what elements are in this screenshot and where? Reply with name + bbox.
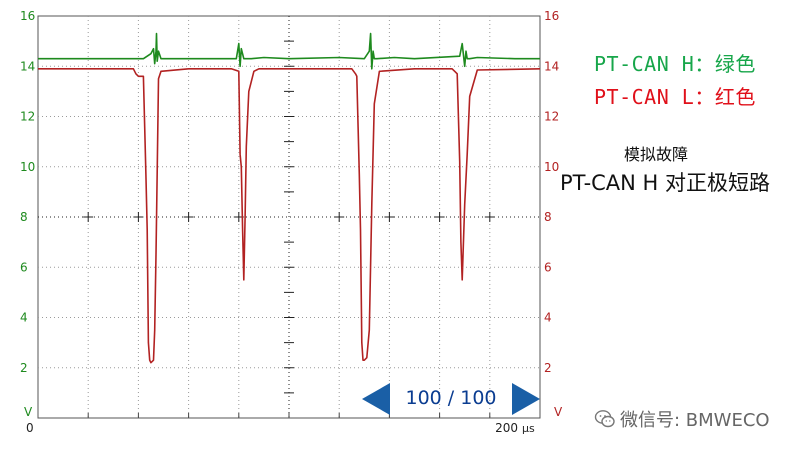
y-right-tick-label: 16: [544, 9, 559, 23]
x-tick-label-start: 0: [26, 421, 34, 435]
wechat-icon: [594, 410, 615, 428]
page-indicator: 100 / 100: [405, 387, 497, 409]
y-right-tick-label: 12: [544, 110, 559, 124]
fault-caption: 模拟故障: [624, 145, 689, 164]
watermark: 微信号: BMWECO: [594, 406, 770, 432]
y-left-tick-label: 4: [20, 311, 28, 325]
fault-description: PT-CAN H 对正极短路: [560, 171, 771, 195]
series-layer: [38, 32, 541, 364]
previous-page-button[interactable]: [362, 383, 390, 415]
page-navigator: 100 / 100: [362, 383, 540, 417]
x-tick-label-end: 200: [495, 421, 518, 435]
y-left-tick-label: 2: [20, 361, 28, 375]
legend-pt-can-h: PT-CAN H：绿色: [594, 52, 756, 76]
y-right-unit: V: [554, 405, 563, 419]
y-left-tick-label: 12: [20, 110, 35, 124]
y-right-tick-label: 8: [544, 210, 552, 224]
y-right-tick-label: 14: [544, 59, 559, 73]
y-right-tick-label: 4: [544, 311, 552, 325]
y-left-tick-label: 6: [20, 260, 28, 274]
grid: [37, 15, 541, 419]
y-right-tick-label: 2: [544, 361, 552, 375]
y-left-tick-label: 8: [20, 210, 28, 224]
next-page-button[interactable]: [512, 383, 540, 415]
y-left-unit: V: [24, 405, 33, 419]
y-right-tick-label: 6: [544, 260, 552, 274]
series-line-pt-can-l: [38, 68, 541, 364]
watermark-text: 微信号: BMWECO: [620, 410, 770, 431]
y-left-tick-label: 16: [20, 9, 35, 23]
y-left-tick-label: 14: [20, 59, 35, 73]
axes: 2 4 6 8 10 12 14 16 2 4 6 8 10 12 14 16 V V 0 200 µs: [20, 9, 563, 435]
legend-pt-can-l: PT-CAN L：红色: [594, 85, 756, 109]
x-axis-unit: µs: [522, 422, 535, 435]
series-line-pt-can-h: [38, 32, 540, 70]
y-left-tick-label: 10: [20, 160, 35, 174]
y-right-tick-label: 10: [544, 160, 559, 174]
